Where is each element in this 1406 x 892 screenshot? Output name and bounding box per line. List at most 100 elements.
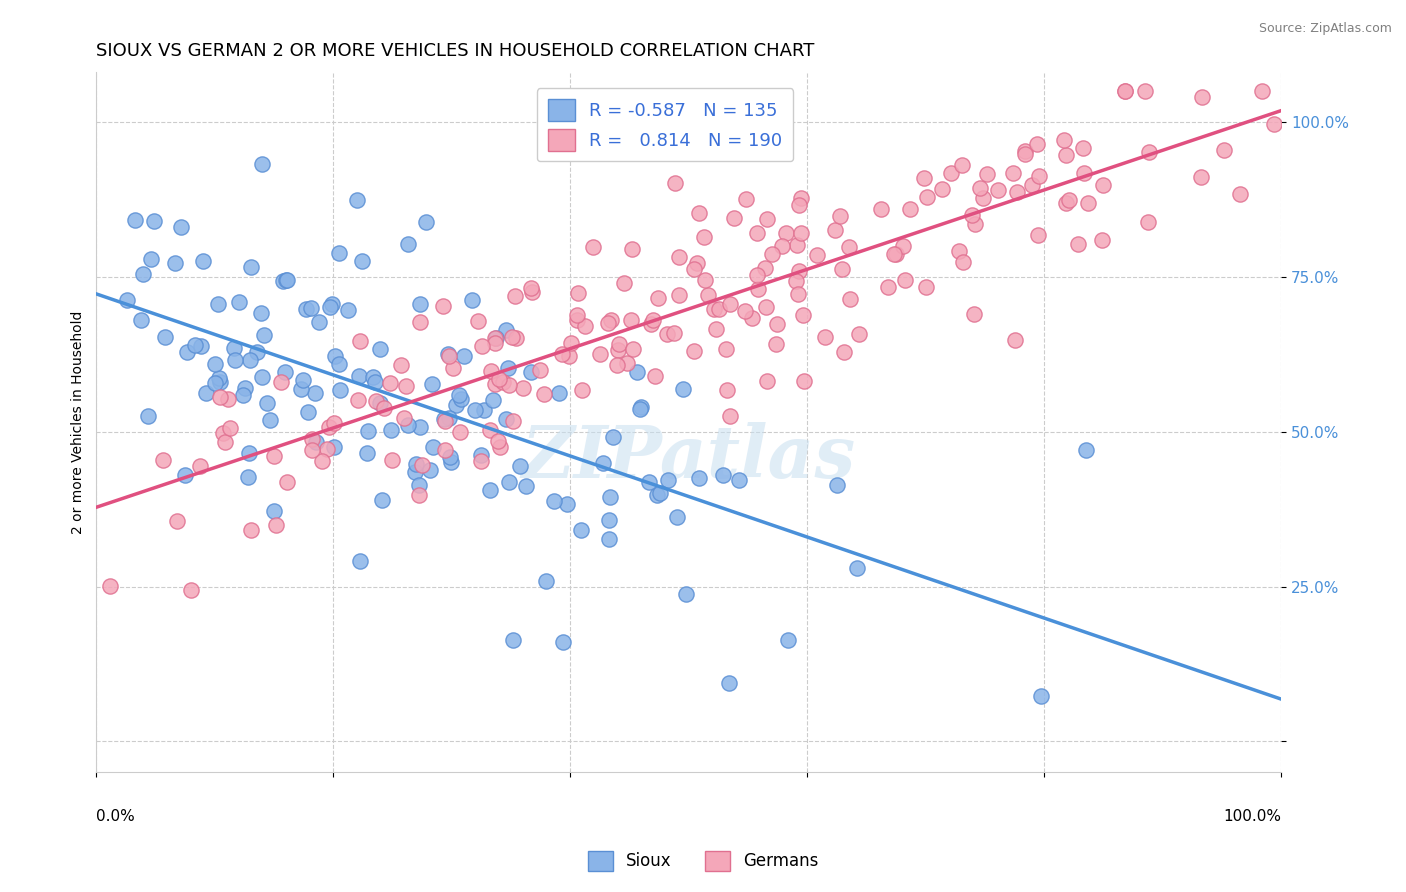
Germans [948,244,970,258]
Germans [589,346,612,360]
Sioux [449,388,471,402]
Germans [1054,195,1077,210]
Germans [214,434,236,449]
Sioux [472,402,495,417]
Sioux [204,376,226,390]
Sioux [276,272,298,286]
Germans [883,246,905,260]
Sioux [408,478,430,492]
Germans [787,198,810,212]
Germans [770,239,793,253]
Sioux [252,369,274,384]
Germans [716,383,738,397]
Germans [704,322,727,336]
Germans [915,190,938,204]
Sioux [453,349,475,363]
Germans [529,363,551,377]
Germans [703,301,725,316]
Germans [898,202,921,216]
Sioux [304,386,326,401]
Germans [551,347,574,361]
Germans [688,205,710,219]
Germans [745,268,768,282]
Germans [644,369,666,384]
Sioux [470,448,492,462]
Germans [620,243,643,257]
Germans [1091,233,1114,247]
Germans [1229,186,1251,201]
Germans [492,375,515,389]
Sioux [290,382,312,396]
Germans [962,208,984,222]
Y-axis label: 2 or more Vehicles in Household: 2 or more Vehicles in Household [72,310,86,534]
Sioux [357,424,380,438]
Germans [1052,133,1074,147]
Sioux [141,252,163,266]
Germans [683,343,706,358]
Germans [607,343,630,357]
Germans [1014,144,1036,158]
Sioux [208,375,231,389]
Germans [950,158,973,172]
Germans [664,326,686,340]
Sioux [1029,689,1052,703]
Germans [301,443,323,458]
Sioux [350,254,373,268]
Germans [789,226,811,240]
Germans [558,349,581,363]
Germans [965,217,987,231]
Germans [893,273,915,287]
Germans [1004,333,1026,347]
Germans [478,423,501,437]
Germans [565,313,588,327]
Sioux [672,382,695,396]
Sioux [233,382,256,396]
Sioux [308,315,330,329]
Germans [886,247,908,261]
Germans [1092,178,1115,192]
Germans [641,312,664,326]
Germans [668,287,690,301]
Germans [502,414,524,428]
Sioux [323,349,346,363]
Sioux [688,471,710,485]
Sioux [778,632,800,647]
Germans [1137,145,1160,160]
Sioux [515,479,537,493]
Germans [790,191,813,205]
Germans [581,240,603,254]
Germans [755,300,778,314]
Sioux [291,373,314,387]
Germans [408,315,430,329]
Germans [709,301,731,316]
Germans [1067,236,1090,251]
Sioux [328,245,350,260]
Germans [276,475,298,489]
Germans [831,261,853,276]
Germans [488,440,510,454]
Germans [606,359,628,373]
Germans [449,425,471,439]
Germans [832,344,855,359]
Germans [505,331,527,345]
Germans [392,411,415,425]
Sioux [665,510,688,524]
Sioux [368,343,391,357]
Germans [806,248,828,262]
Sioux [485,330,508,344]
Sioux [464,402,486,417]
Legend: Sioux, Germans: Sioux, Germans [579,842,827,880]
Sioux [190,339,212,353]
Sioux [630,401,652,416]
Text: Source: ZipAtlas.com: Source: ZipAtlas.com [1258,22,1392,36]
Germans [166,514,188,528]
Germans [599,313,621,327]
Germans [754,261,776,276]
Germans [270,376,292,390]
Sioux [319,300,342,314]
Germans [1056,148,1078,162]
Germans [1014,147,1036,161]
Sioux [204,357,226,371]
Sioux [825,478,848,492]
Germans [394,379,416,393]
